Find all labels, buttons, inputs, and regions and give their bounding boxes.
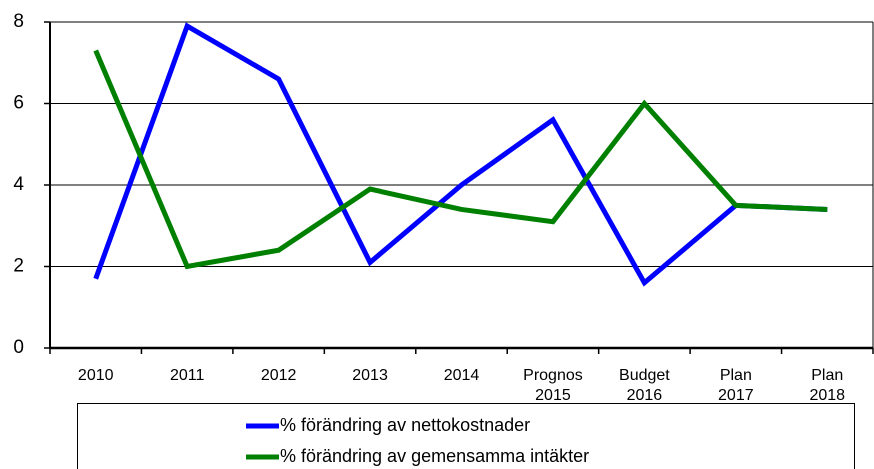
x-tick-line: Plan [811,367,843,384]
x-tick-line: 2016 [627,387,663,404]
x-tick-label: Plan 2018 [809,367,845,404]
legend-label: % förändring av gemensamma intäkter [280,446,589,466]
x-tick-label: 2014 [444,367,480,384]
y-tick-label: 0 [13,337,24,358]
line-series [93,22,828,287]
y-tick-label: 6 [13,93,24,114]
x-tick-label: 2012 [261,367,297,384]
x-tick-line: 2015 [535,387,571,404]
x-tick-label: 2011 [170,367,205,384]
x-tick-line: 2017 [718,387,754,404]
x-tick-line: Plan [720,367,752,384]
x-tick-line: Prognos [523,367,583,384]
legend-box [77,403,855,469]
x-tick-label: 2010 [78,367,114,384]
x-tick-label: Budget 2016 [619,367,670,404]
legend-label: % förändring av nettokostnader [280,415,530,435]
y-tick-label: 2 [13,256,24,277]
x-tick-line: Budget [619,367,670,384]
y-tick-label: 8 [13,11,24,32]
x-tick-label: 2013 [352,367,388,384]
y-tick-label: 4 [13,174,24,195]
x-tick-label: Plan 2017 [718,367,754,404]
x-tick-line: 2018 [809,387,845,404]
line-series [93,49,828,270]
x-tick-label: Prognos 2015 [523,367,583,404]
